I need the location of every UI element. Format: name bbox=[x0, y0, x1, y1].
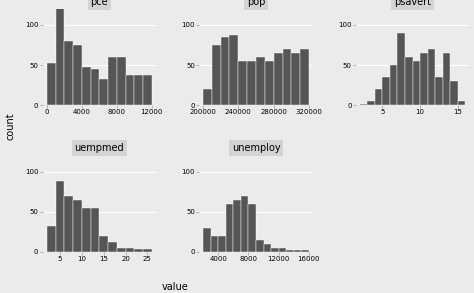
Bar bbox=[264, 244, 271, 252]
Bar bbox=[367, 101, 375, 105]
Bar bbox=[390, 65, 397, 105]
Bar bbox=[108, 57, 117, 105]
Bar bbox=[256, 240, 264, 252]
Title: pop: pop bbox=[247, 0, 265, 7]
Bar bbox=[397, 33, 405, 105]
Bar bbox=[203, 89, 211, 105]
Bar bbox=[64, 196, 73, 252]
Bar bbox=[256, 57, 265, 105]
Bar bbox=[360, 104, 367, 105]
Bar bbox=[82, 67, 91, 105]
Bar bbox=[265, 61, 273, 105]
Bar bbox=[273, 53, 283, 105]
Bar bbox=[47, 226, 56, 252]
Bar bbox=[73, 45, 82, 105]
Bar bbox=[82, 208, 91, 252]
Bar bbox=[382, 77, 390, 105]
Bar bbox=[247, 61, 256, 105]
Bar bbox=[375, 89, 382, 105]
Bar bbox=[91, 69, 100, 105]
Bar bbox=[73, 200, 82, 252]
Bar bbox=[211, 45, 220, 105]
Bar bbox=[271, 248, 279, 252]
Bar bbox=[100, 79, 108, 105]
Bar bbox=[143, 75, 152, 105]
Bar bbox=[420, 53, 428, 105]
Bar bbox=[286, 250, 294, 252]
Bar bbox=[203, 228, 210, 252]
Bar bbox=[134, 249, 143, 252]
Bar bbox=[229, 35, 238, 105]
Bar bbox=[56, 181, 64, 252]
Bar bbox=[292, 53, 301, 105]
Bar bbox=[428, 49, 435, 105]
Bar bbox=[450, 81, 458, 105]
Bar bbox=[64, 41, 73, 105]
Title: pce: pce bbox=[91, 0, 108, 7]
Bar bbox=[47, 64, 56, 105]
Bar bbox=[294, 251, 301, 252]
Bar bbox=[283, 49, 292, 105]
Bar bbox=[443, 53, 450, 105]
Bar bbox=[218, 236, 226, 252]
Bar bbox=[56, 1, 64, 105]
Bar bbox=[458, 101, 465, 105]
Bar bbox=[279, 248, 286, 252]
Bar bbox=[248, 204, 256, 252]
Bar bbox=[220, 37, 229, 105]
Bar bbox=[117, 248, 126, 252]
Bar bbox=[126, 75, 134, 105]
Bar bbox=[91, 208, 100, 252]
Bar bbox=[405, 57, 412, 105]
Bar bbox=[301, 49, 309, 105]
Bar bbox=[143, 249, 152, 252]
Title: psavert: psavert bbox=[394, 0, 431, 7]
Bar bbox=[100, 236, 108, 252]
Bar bbox=[108, 242, 117, 252]
Bar bbox=[412, 61, 420, 105]
Bar bbox=[117, 57, 126, 105]
Bar bbox=[226, 204, 233, 252]
Text: value: value bbox=[162, 282, 189, 292]
Bar bbox=[238, 61, 247, 105]
Title: unemploy: unemploy bbox=[232, 143, 280, 153]
Text: count: count bbox=[6, 112, 16, 140]
Bar bbox=[134, 75, 143, 105]
Bar bbox=[210, 236, 218, 252]
Bar bbox=[233, 200, 241, 252]
Bar bbox=[126, 248, 134, 252]
Bar bbox=[435, 77, 443, 105]
Bar bbox=[301, 251, 309, 252]
Title: uempmed: uempmed bbox=[74, 143, 124, 153]
Bar bbox=[241, 196, 248, 252]
